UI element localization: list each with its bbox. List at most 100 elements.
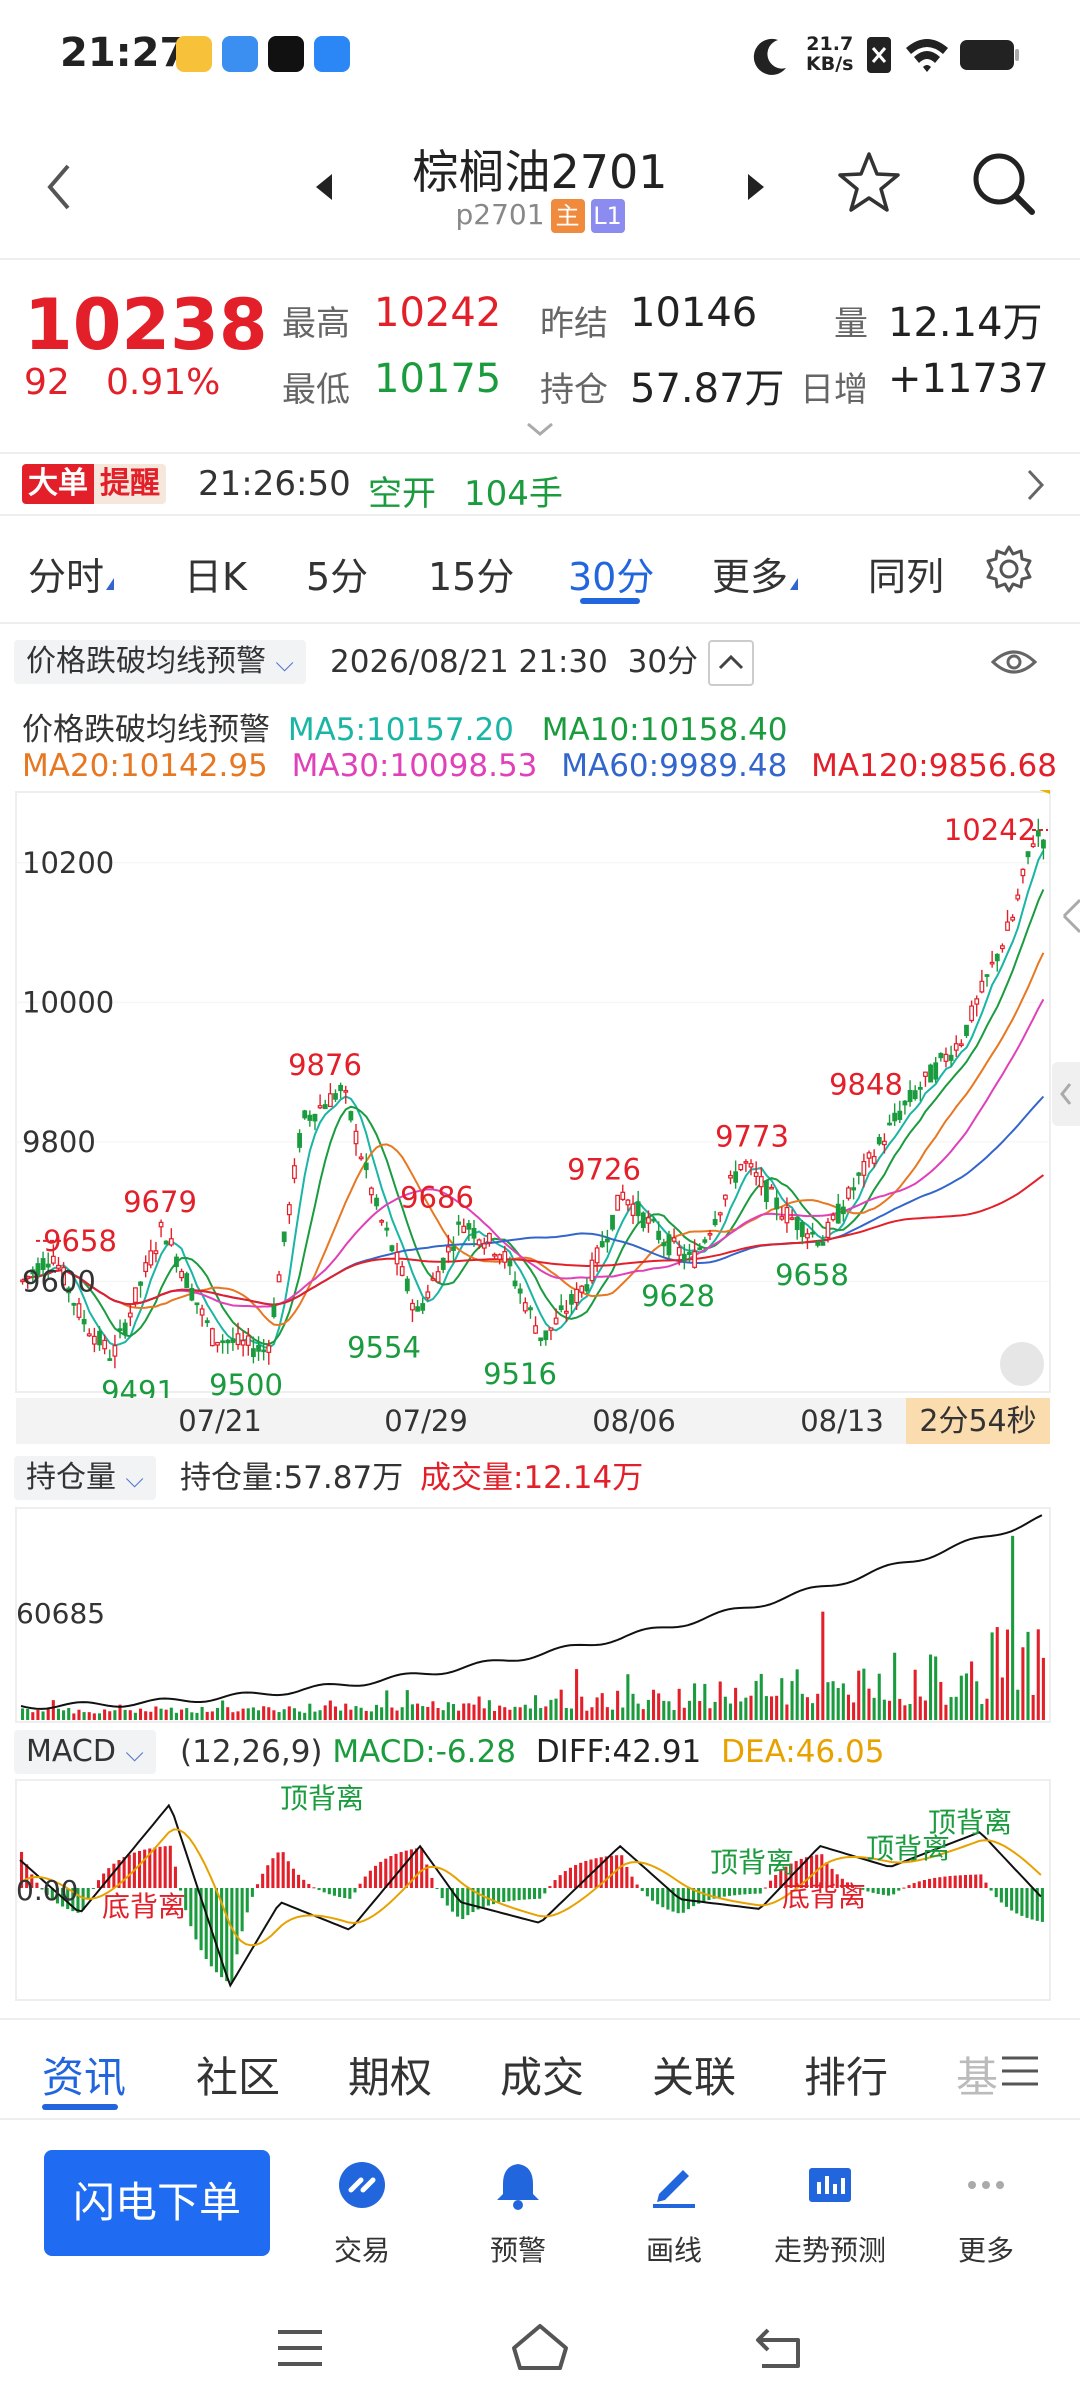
- candle-body: [1010, 916, 1016, 921]
- macd-bar: [630, 1876, 634, 1888]
- candle-body: [892, 1112, 898, 1122]
- volume-bar: [144, 1711, 148, 1720]
- tab-15min[interactable]: 15分: [428, 555, 515, 599]
- macd-bar: [76, 1888, 80, 1913]
- candle-body: [733, 1171, 739, 1183]
- macd-bar: [415, 1848, 419, 1888]
- volume-bar: [21, 1708, 25, 1720]
- macd-bar: [153, 1847, 157, 1888]
- volume-bar: [113, 1710, 117, 1720]
- volume-bar: [959, 1675, 963, 1720]
- volume-bar: [964, 1673, 968, 1720]
- candle-body: [333, 1093, 338, 1100]
- more-dots-icon: [968, 2181, 1004, 2189]
- tab-trades[interactable]: 成交: [500, 2053, 585, 2102]
- flash-order-button[interactable]: 闪电下单: [44, 2150, 270, 2256]
- macd-bar: [379, 1861, 383, 1888]
- menu-icon[interactable]: [1000, 2054, 1040, 2088]
- volume-bar: [857, 1670, 861, 1720]
- volume-bar: [569, 1708, 573, 1720]
- macd-bar: [538, 1888, 542, 1899]
- volume-bar: [585, 1710, 589, 1720]
- volume-label: 量: [834, 304, 868, 344]
- volume-bar: [498, 1705, 502, 1720]
- volume-bar: [636, 1703, 640, 1720]
- macd-bar: [332, 1888, 337, 1896]
- tab-5min[interactable]: 5分: [306, 555, 369, 599]
- tab-news[interactable]: 资讯: [42, 2053, 127, 2102]
- trade-button[interactable]: 交易: [292, 2160, 432, 2269]
- side-panel-tab[interactable]: [1052, 1062, 1080, 1126]
- volume-bar: [97, 1713, 102, 1720]
- menu-nav-icon[interactable]: [276, 2328, 324, 2368]
- macd-bar: [420, 1848, 424, 1888]
- back-nav-icon[interactable]: [754, 2324, 804, 2370]
- expand-chevron-icon[interactable]: [524, 420, 556, 440]
- oi-selector[interactable]: 持仓量 ⌵: [14, 1456, 156, 1500]
- macd-bar: [697, 1888, 701, 1904]
- prev-contract-icon[interactable]: [314, 172, 334, 202]
- collapse-button[interactable]: [708, 640, 754, 686]
- candle-body: [220, 1340, 226, 1344]
- volume-bar: [149, 1711, 153, 1720]
- volume-bar: [621, 1707, 625, 1720]
- macd-selector[interactable]: MACD ⌵: [14, 1730, 156, 1774]
- eye-icon[interactable]: [990, 644, 1038, 680]
- volume-bar: [1021, 1647, 1025, 1720]
- tab-community[interactable]: 社区: [196, 2053, 281, 2102]
- draw-line-button[interactable]: 画线: [604, 2160, 744, 2269]
- macd-bar: [599, 1857, 603, 1888]
- big-order-alert-bar[interactable]: 大单 提醒 21:26:50 空开 104手: [0, 452, 1080, 516]
- volume-bar: [934, 1656, 938, 1720]
- candle-body: [225, 1339, 231, 1344]
- tab-fund[interactable]: 基: [956, 2053, 999, 2102]
- volume-bar: [852, 1702, 856, 1720]
- candle-body: [774, 1197, 780, 1210]
- macd-bar: [989, 1888, 993, 1891]
- candle-body: [543, 1330, 549, 1341]
- macd-chart[interactable]: 0.00 顶背离 底背离 顶背离 底背离 顶背离 顶背离: [0, 1778, 1080, 2002]
- volume-bar: [1036, 1629, 1040, 1720]
- alert-button[interactable]: 预警: [448, 2160, 588, 2269]
- tab-ranking[interactable]: 排行: [804, 2053, 889, 2102]
- candle-body: [266, 1345, 272, 1353]
- tab-timeshare[interactable]: 分时: [28, 546, 115, 601]
- trend-forecast-button[interactable]: 走势预测: [760, 2160, 900, 2269]
- tab-related[interactable]: 关联: [652, 2053, 737, 2102]
- tab-30min[interactable]: 30分: [568, 555, 655, 599]
- candle-body: [56, 1264, 61, 1269]
- search-icon[interactable]: [970, 150, 1038, 218]
- macd-bar: [974, 1874, 978, 1888]
- tab-daily-k[interactable]: 日K: [184, 555, 247, 599]
- favorite-star-icon[interactable]: [836, 150, 902, 216]
- tab-more[interactable]: 更多: [712, 546, 799, 601]
- volume-bar: [251, 1707, 255, 1720]
- volume-bar: [72, 1713, 76, 1720]
- next-contract-icon[interactable]: [746, 172, 766, 202]
- volume-oi-chart[interactable]: 60685: [0, 1506, 1080, 1726]
- candle-body: [215, 1341, 220, 1346]
- candle-body: [979, 980, 985, 993]
- tab-same-column[interactable]: 同列: [868, 555, 945, 599]
- ma-line-ma10: [22, 889, 1045, 1346]
- volume-bar: [1000, 1677, 1004, 1720]
- volume-bar: [995, 1627, 999, 1720]
- candle-body: [256, 1345, 261, 1352]
- macd-bar: [148, 1848, 152, 1888]
- indicator-selector[interactable]: 价格跌破均线预警 ⌵: [14, 640, 306, 684]
- volume-bar: [564, 1707, 568, 1720]
- tab-options[interactable]: 期权: [348, 2053, 433, 2102]
- settings-gear-icon[interactable]: [984, 544, 1034, 594]
- more-button[interactable]: 更多: [916, 2160, 1056, 2269]
- home-nav-icon[interactable]: [510, 2322, 570, 2372]
- macd-bar: [738, 1888, 742, 1895]
- candle-body: [50, 1255, 56, 1264]
- volume-bar: [769, 1696, 774, 1720]
- volume-bar: [472, 1704, 476, 1720]
- back-icon[interactable]: [44, 162, 74, 212]
- volume-bar: [1011, 1535, 1015, 1720]
- volume-bar: [513, 1706, 517, 1720]
- macd-bar: [574, 1865, 578, 1888]
- chevron-right-icon[interactable]: [1026, 468, 1046, 502]
